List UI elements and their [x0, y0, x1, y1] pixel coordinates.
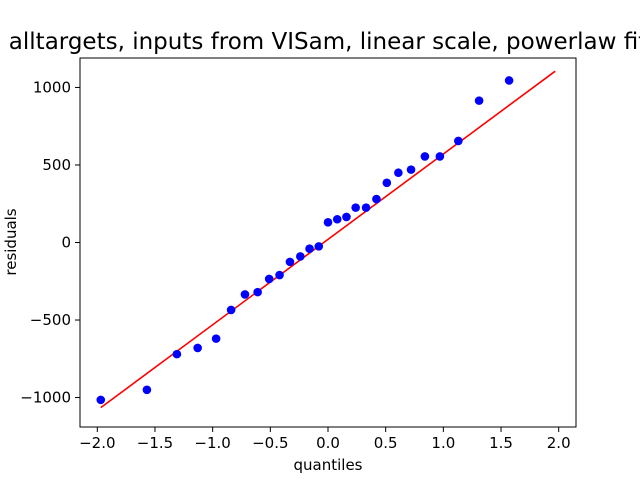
y-axis: −1000 −500 0 500 1000 — [20, 78, 80, 407]
data-point — [342, 212, 351, 222]
data-point — [211, 334, 221, 343]
y-tick-label: 500 — [42, 156, 71, 174]
data-point — [420, 152, 430, 161]
data-point — [226, 305, 236, 315]
data-point — [323, 218, 333, 227]
x-tick-label: 0.5 — [374, 434, 398, 452]
data-point — [285, 257, 295, 267]
data-point — [305, 244, 314, 254]
x-axis-label: quantiles — [294, 456, 363, 474]
y-axis-label: residuals — [2, 208, 20, 275]
x-tick-label: 0.0 — [316, 434, 340, 452]
data-point — [351, 203, 360, 212]
y-tick-label: 1000 — [33, 78, 71, 96]
data-point — [193, 343, 202, 353]
data-point — [382, 178, 392, 188]
x-axis: −2.0 −1.5 −1.0 −0.5 0.0 0.5 1.0 1.5 2.0 — [79, 427, 571, 452]
y-tick-label: −1000 — [20, 389, 71, 407]
data-point — [240, 290, 250, 299]
x-tick-label: −1.5 — [137, 434, 173, 452]
x-tick-label: −2.0 — [79, 434, 115, 452]
fit-line — [100, 70, 556, 409]
plot-area — [96, 70, 556, 409]
data-point — [142, 385, 152, 395]
plot-frame — [79, 57, 577, 428]
data-point — [474, 96, 484, 105]
x-tick-label: −1.0 — [194, 434, 230, 452]
data-point — [504, 76, 514, 85]
data-point — [96, 395, 106, 405]
data-point — [253, 287, 262, 297]
data-point — [296, 252, 305, 261]
y-tick-label: 0 — [61, 234, 71, 252]
data-point — [314, 242, 324, 251]
x-tick-label: 1.5 — [489, 434, 513, 452]
data-point — [394, 168, 403, 178]
y-tick-label: −500 — [30, 311, 71, 329]
x-tick-label: −0.5 — [252, 434, 288, 452]
data-point — [275, 270, 284, 280]
data-point — [361, 203, 371, 212]
data-point — [172, 349, 182, 359]
data-point — [264, 274, 274, 284]
data-point — [332, 214, 342, 224]
x-tick-label: 1.0 — [431, 434, 455, 452]
x-tick-label: 2.0 — [547, 434, 571, 452]
data-point — [372, 194, 381, 204]
data-point — [435, 152, 445, 161]
data-point — [406, 165, 416, 174]
chart-title: alltargets, inputs from VISam, linear sc… — [9, 29, 640, 55]
data-point — [454, 136, 463, 146]
